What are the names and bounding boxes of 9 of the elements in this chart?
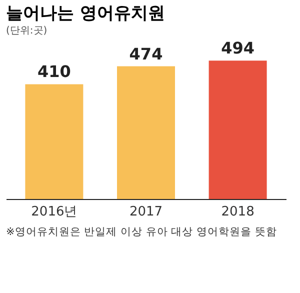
x-tick-label: 2016년 xyxy=(31,204,78,220)
text: ※영어유치원은 반일제 이상 유아 대상 영어학원을 뜻함 xyxy=(6,226,277,238)
chart-title: 늘어나는 영어유치원 xyxy=(6,4,165,24)
data-label: 410 xyxy=(37,62,71,82)
x-tick-label: 2017 xyxy=(129,204,163,220)
data-label: 494 xyxy=(221,38,255,58)
data-label: 474 xyxy=(129,44,163,64)
chart-subtitle: (단위:곳) xyxy=(6,26,48,37)
x-tick-label: 2018 xyxy=(221,204,254,220)
